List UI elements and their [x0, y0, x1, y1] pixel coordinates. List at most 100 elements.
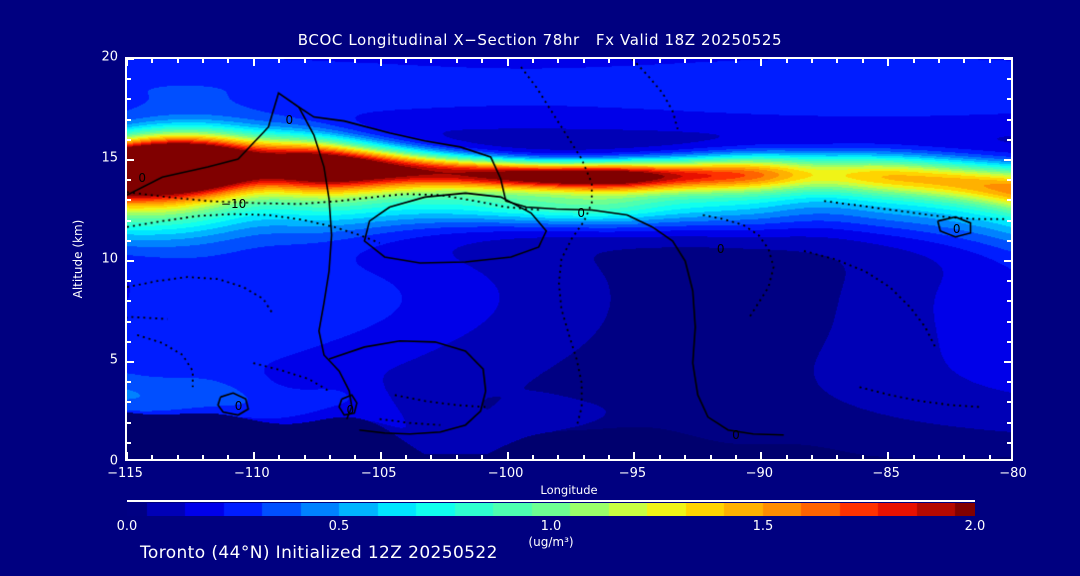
- x-axis-minor-tick: [709, 59, 712, 63]
- x-axis-tick: [760, 452, 763, 459]
- y-axis-minor-tick: [1007, 199, 1011, 202]
- x-axis-minor-tick: [202, 455, 205, 459]
- x-axis-minor-tick: [937, 59, 940, 63]
- heatmap-field: [127, 59, 1011, 459]
- contour-label: 0: [346, 403, 355, 418]
- x-axis-tick: [252, 452, 255, 459]
- y-axis-tick: [1004, 260, 1011, 262]
- y-axis-minor-tick: [1007, 300, 1011, 303]
- x-axis-minor-tick: [734, 455, 737, 459]
- x-axis-minor-tick: [202, 59, 205, 63]
- x-axis-minor-tick: [227, 455, 230, 459]
- x-axis-tick: [127, 452, 128, 459]
- contour-label: 0: [716, 241, 725, 256]
- x-axis-tick: [127, 59, 128, 66]
- colorbar-tick-label: 1.5: [752, 519, 774, 534]
- contour-label: −10: [220, 197, 247, 212]
- x-axis-tick-label: −110: [233, 466, 270, 481]
- x-axis-minor-tick: [988, 59, 991, 63]
- y-axis-minor-tick: [127, 219, 131, 222]
- x-axis-minor-tick: [785, 455, 788, 459]
- x-axis-minor-tick: [455, 455, 458, 459]
- x-axis-minor-tick: [963, 455, 966, 459]
- x-axis-minor-tick: [328, 59, 331, 63]
- x-axis-minor-tick: [151, 59, 154, 63]
- y-axis-minor-tick: [1007, 421, 1011, 424]
- x-axis-minor-tick: [227, 59, 230, 63]
- x-axis-minor-tick: [557, 59, 560, 63]
- colorbar-top-rule: [127, 500, 975, 502]
- axis-ticks: [127, 59, 1011, 459]
- y-axis-minor-tick: [127, 118, 131, 121]
- contour-label: 0: [285, 112, 294, 127]
- x-axis-tick: [379, 452, 382, 459]
- y-axis-tick: [127, 159, 134, 161]
- y-axis-minor-tick: [1007, 179, 1011, 182]
- x-axis-minor-tick: [861, 455, 864, 459]
- x-axis-tick: [887, 452, 890, 459]
- x-axis-tick: [506, 59, 509, 66]
- contour-label: 0: [732, 427, 740, 442]
- x-axis-tick: [633, 452, 636, 459]
- x-axis-minor-tick: [582, 455, 585, 459]
- x-axis-minor-tick: [481, 59, 484, 63]
- x-axis-minor-tick: [608, 455, 611, 459]
- x-axis-minor-tick: [303, 455, 306, 459]
- x-axis-minor-tick: [531, 59, 534, 63]
- x-axis-minor-tick: [278, 455, 281, 459]
- x-axis-tick: [760, 59, 763, 66]
- y-axis-minor-tick: [1007, 381, 1011, 384]
- x-axis-tick-label: −95: [618, 466, 647, 481]
- y-axis-minor-tick: [1007, 441, 1011, 444]
- y-axis-minor-tick: [127, 138, 131, 141]
- y-axis-minor-tick: [127, 441, 131, 444]
- x-axis-minor-tick: [430, 455, 433, 459]
- x-axis-minor-tick: [557, 455, 560, 459]
- colorbar-tick-label: 2.0: [964, 519, 986, 534]
- y-axis-minor-tick: [1007, 401, 1011, 404]
- y-axis-tick: [1004, 59, 1011, 60]
- y-axis-tick: [1004, 159, 1011, 161]
- x-axis-title: Longitude: [540, 483, 598, 497]
- x-axis-minor-tick: [684, 59, 687, 63]
- x-axis-minor-tick: [405, 59, 408, 63]
- x-axis-minor-tick: [531, 455, 534, 459]
- x-axis-minor-tick: [658, 455, 661, 459]
- colorbar-tick-label: 0.0: [116, 519, 138, 534]
- y-axis-minor-tick: [127, 381, 131, 384]
- contour-label: 0: [138, 171, 147, 186]
- x-axis-minor-tick: [278, 59, 281, 63]
- x-axis-minor-tick: [354, 455, 357, 459]
- y-axis-minor-tick: [127, 199, 131, 202]
- y-axis-title: Altitude (km): [71, 219, 85, 299]
- y-axis-minor-tick: [127, 401, 131, 404]
- y-axis-minor-tick: [127, 421, 131, 424]
- y-axis-tick-label: 0: [109, 453, 118, 469]
- x-axis-minor-tick: [785, 59, 788, 63]
- x-axis-minor-tick: [430, 59, 433, 63]
- contour-label: 0: [234, 399, 243, 414]
- x-axis-tick-label: −90: [745, 466, 773, 481]
- y-axis-minor-tick: [127, 300, 131, 303]
- x-axis-tick-label: −100: [487, 466, 524, 481]
- x-axis-minor-tick: [582, 59, 585, 63]
- x-axis-minor-tick: [836, 455, 839, 459]
- y-axis-minor-tick: [127, 239, 131, 242]
- y-axis-tick-label: 10: [101, 251, 118, 267]
- y-axis-minor-tick: [127, 98, 131, 101]
- x-axis-minor-tick: [912, 59, 915, 63]
- y-axis-minor-tick: [1007, 219, 1011, 222]
- x-axis-tick: [252, 59, 255, 66]
- x-axis-tick-label: −80: [999, 466, 1027, 481]
- colorbar: [127, 500, 975, 516]
- x-axis-minor-tick: [836, 59, 839, 63]
- y-axis-tick-label: 15: [101, 150, 118, 166]
- y-axis-minor-tick: [127, 340, 131, 343]
- y-axis-minor-tick: [1007, 239, 1011, 242]
- x-axis-minor-tick: [658, 59, 661, 63]
- x-axis-minor-tick: [811, 455, 814, 459]
- y-axis-minor-tick: [1007, 78, 1011, 81]
- x-axis-minor-tick: [684, 455, 687, 459]
- contour-label: 0: [952, 221, 961, 236]
